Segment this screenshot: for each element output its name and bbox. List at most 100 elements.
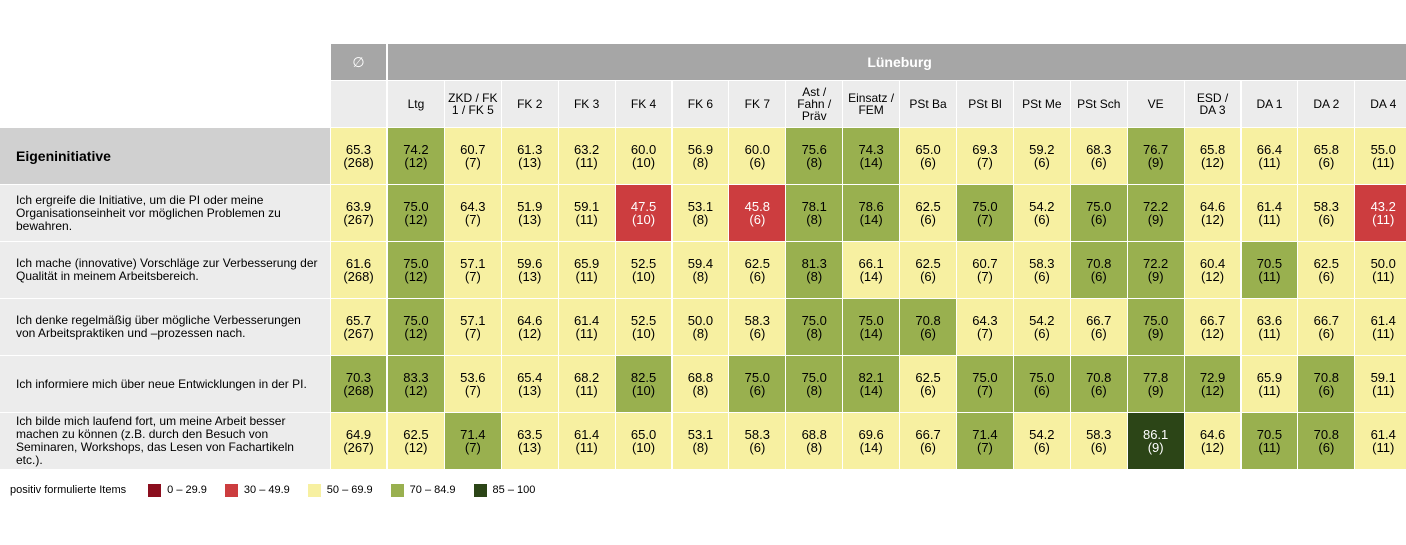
cell-value: 54.2 bbox=[1029, 199, 1055, 214]
cell-value: 57.1 bbox=[460, 313, 486, 328]
cell-value: 54.2 bbox=[1029, 427, 1055, 442]
cell-value: 60.7 bbox=[972, 256, 998, 271]
cell-value: 72.9 bbox=[1199, 370, 1226, 385]
cell-value: 75.0 bbox=[1029, 370, 1055, 385]
cell-value: 70.8 bbox=[1086, 370, 1112, 385]
column-header-average bbox=[331, 81, 386, 127]
cell-count: (11) bbox=[1372, 155, 1395, 170]
heatmap-cell: 47.5 (10) bbox=[615, 185, 672, 241]
heatmap-cell: 62.5 (6) bbox=[900, 356, 956, 412]
cell-count: (7) bbox=[464, 212, 481, 227]
heatmap-cell: 58.3 (6) bbox=[1013, 242, 1070, 298]
column-header: FK 2 bbox=[501, 81, 558, 127]
cell-count: (7) bbox=[977, 326, 993, 341]
cell-value: 62.5 bbox=[915, 199, 941, 214]
cell-value: 66.7 bbox=[1199, 313, 1226, 328]
cell-count: (6) bbox=[1033, 383, 1050, 398]
cell-value: 63.6 bbox=[1256, 313, 1283, 328]
cell-value: 64.6 bbox=[1199, 427, 1226, 442]
cell-count: (13) bbox=[518, 212, 542, 227]
cell-count: (12) bbox=[1200, 440, 1225, 455]
heatmap-cell: 82.1 (14) bbox=[843, 356, 900, 412]
cell-value: 86.1 bbox=[1142, 427, 1169, 442]
cell-value: 66.1 bbox=[858, 256, 884, 271]
cell-count: (6) bbox=[749, 440, 766, 455]
heatmap-cell: 75.0 (6) bbox=[729, 356, 786, 412]
heatmap-cell: 50.0 (11) bbox=[1355, 242, 1406, 298]
cell-value: 71.4 bbox=[460, 427, 486, 442]
cell-value: 65.7 bbox=[345, 313, 372, 328]
cell-count: (14) bbox=[859, 269, 883, 284]
cell-count: (10) bbox=[631, 155, 656, 170]
legend-item-0-29: 0 – 29.9 bbox=[148, 483, 207, 497]
cell-value: 65.0 bbox=[630, 427, 657, 442]
cell-value: 64.9 bbox=[345, 427, 372, 442]
cell-count: (6) bbox=[1033, 155, 1050, 170]
heatmap-cell: 78.1 (8) bbox=[786, 185, 843, 241]
cell-count: (7) bbox=[464, 440, 481, 455]
cell-count: (6) bbox=[1090, 212, 1107, 227]
cell-count: (8) bbox=[692, 269, 709, 284]
heatmap-cell: 45.8 (6) bbox=[729, 185, 786, 241]
cell-value: 61.6 bbox=[345, 256, 372, 271]
cell-count: (12) bbox=[404, 383, 428, 398]
heatmap-cell: 58.3 (6) bbox=[1070, 413, 1127, 469]
cell-value: 62.5 bbox=[1313, 256, 1339, 271]
cell-value: 75.0 bbox=[801, 370, 827, 385]
heatmap-cell: 66.7 (6) bbox=[900, 413, 956, 469]
cell-value: 64.3 bbox=[972, 313, 998, 328]
heatmap-cell: 63.5 (13) bbox=[501, 413, 558, 469]
heatmap-cell: 65.4 (13) bbox=[501, 356, 558, 412]
cell-count: (6) bbox=[1033, 326, 1050, 341]
cell-count: (11) bbox=[1258, 326, 1281, 341]
heatmap-cell: 70.8 (6) bbox=[1070, 242, 1127, 298]
cell-count: (11) bbox=[575, 440, 598, 455]
cell-value: 61.4 bbox=[1370, 427, 1396, 442]
heatmap-cell: 62.5 (6) bbox=[1298, 242, 1355, 298]
cell-value: 59.1 bbox=[1370, 370, 1396, 385]
heatmap-cell: 75.0 (14) bbox=[843, 299, 900, 355]
heatmap-cell: 62.5 (6) bbox=[900, 185, 956, 241]
cell-value: 53.1 bbox=[687, 427, 714, 442]
cell-value: 59.4 bbox=[687, 256, 714, 271]
cell-value: 70.3 bbox=[345, 370, 372, 385]
cell-count: (6) bbox=[1033, 440, 1050, 455]
cell-value: 53.6 bbox=[460, 370, 486, 385]
cell-value: 59.6 bbox=[517, 256, 543, 271]
heatmap-cell: 55.0 (11) bbox=[1355, 128, 1406, 184]
cell-count: (268) bbox=[343, 155, 374, 170]
heatmap-cell: 75.0 (8) bbox=[786, 356, 843, 412]
cell-count: (10) bbox=[631, 440, 656, 455]
cell-value: 65.8 bbox=[1313, 142, 1339, 157]
heatmap-cell: 75.0 (12) bbox=[388, 242, 444, 298]
heatmap-cell: 57.1 (7) bbox=[444, 299, 501, 355]
cell-count: (13) bbox=[518, 440, 542, 455]
cell-value: 75.0 bbox=[858, 313, 884, 328]
cell-count: (7) bbox=[464, 269, 481, 284]
cell-value: 66.7 bbox=[1086, 313, 1112, 328]
cell-value: 63.2 bbox=[573, 142, 600, 157]
cell-count: (11) bbox=[1372, 212, 1395, 227]
cell-value: 52.5 bbox=[630, 313, 657, 328]
cell-count: (6) bbox=[749, 269, 766, 284]
cell-count: (8) bbox=[692, 155, 709, 170]
heatmap-cell: 66.7 (12) bbox=[1184, 299, 1241, 355]
cell-value: 74.2 bbox=[403, 142, 429, 157]
cell-count: (9) bbox=[1147, 326, 1164, 341]
cell-count: (11) bbox=[1372, 383, 1395, 398]
heatmap-cell: 60.7 (7) bbox=[957, 242, 1013, 298]
legend-swatch bbox=[473, 483, 487, 497]
heatmap-cell: 64.6 (12) bbox=[1184, 413, 1241, 469]
cell-count: (7) bbox=[464, 383, 481, 398]
cell-count: (7) bbox=[977, 440, 993, 455]
heatmap-cell: 63.6 (11) bbox=[1241, 299, 1298, 355]
cell-value: 66.7 bbox=[1313, 313, 1339, 328]
heatmap-cell: 59.2 (6) bbox=[1013, 128, 1070, 184]
cell-count: (7) bbox=[464, 326, 481, 341]
heatmap-cell: 77.8 (9) bbox=[1127, 356, 1184, 412]
cell-value: 75.0 bbox=[744, 370, 770, 385]
cell-value: 70.5 bbox=[1256, 427, 1283, 442]
heatmap-cell: 53.6 (7) bbox=[444, 356, 501, 412]
column-header: ESD / DA 3 bbox=[1184, 81, 1241, 127]
heatmap-cell: 72.2 (9) bbox=[1127, 242, 1184, 298]
